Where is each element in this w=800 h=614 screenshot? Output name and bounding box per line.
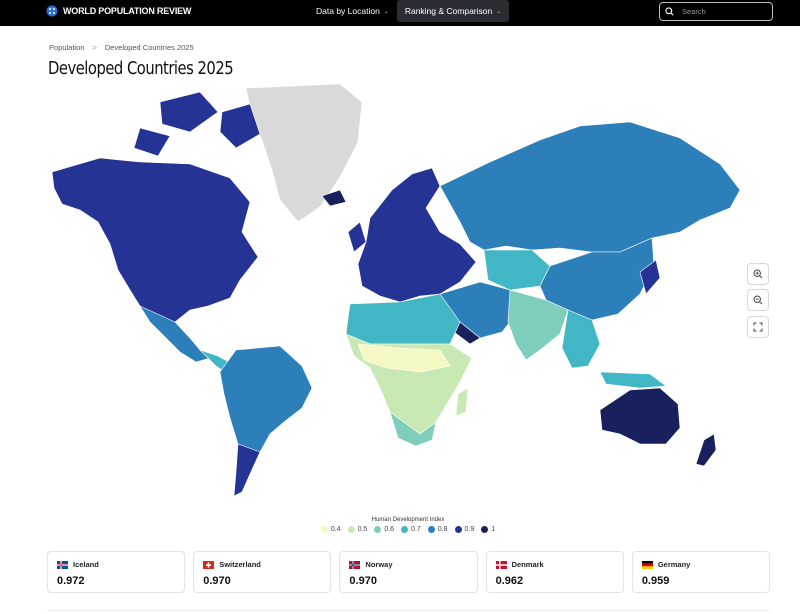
zoom-out-icon: [753, 295, 763, 305]
country-card-norway[interactable]: Norway 0.970: [339, 551, 478, 593]
legend-title: Human Development Index: [371, 517, 445, 523]
country-card-germany[interactable]: Germany 0.959: [631, 551, 771, 593]
legend-label: 0.7: [411, 526, 421, 533]
legend-item: 1: [481, 526, 495, 533]
card-header: Norway: [349, 560, 467, 569]
top-countries-cards: Iceland 0.972 Switzerland 0.970 Norway 0…: [47, 551, 771, 593]
zoom-in-button[interactable]: [747, 263, 769, 285]
legend-item: 0.8: [427, 526, 448, 533]
fullscreen-button[interactable]: [747, 316, 769, 338]
nav-data-by-location[interactable]: Data by Location ⌄: [308, 0, 397, 22]
top-navbar: WORLD POPULATION REVIEW Data by Location…: [0, 0, 800, 26]
region-north-america[interactable]: [51, 157, 259, 323]
legend-swatch: [427, 526, 435, 533]
world-hdi-map[interactable]: [40, 82, 760, 512]
divider: [47, 610, 770, 611]
breadcrumb: Population > Developed Countries 2025: [49, 43, 194, 52]
legend-item: 0.6: [374, 526, 394, 533]
map-legend: Human Development Index 0.4 0.5 0.6 0.7 …: [318, 517, 498, 533]
legend-item: 0.5: [347, 526, 368, 533]
iceland-flag-icon: [57, 560, 68, 569]
region-uk-ireland[interactable]: [347, 221, 367, 253]
country-name: Denmark: [511, 560, 544, 569]
region-mexico[interactable]: [139, 305, 211, 363]
fullscreen-icon: [753, 322, 763, 332]
breadcrumb-current: Developed Countries 2025: [104, 43, 194, 52]
region-southern-cone[interactable]: [233, 443, 261, 497]
legend-label: 0.4: [330, 526, 341, 533]
card-header: Iceland: [57, 560, 175, 569]
region-south-asia[interactable]: [507, 289, 569, 361]
region-australia[interactable]: [599, 387, 681, 445]
legend-item: 0.9: [454, 526, 475, 533]
main-nav: Data by Location ⌄ Ranking & Comparison …: [308, 0, 510, 22]
card-header: Switzerland: [203, 560, 321, 569]
region-china[interactable]: [539, 237, 655, 321]
chevron-down-icon: ⌄: [383, 8, 389, 15]
legend-label: 1: [491, 526, 496, 533]
hdi-value: 0.970: [203, 575, 231, 587]
legend-swatch: [481, 526, 489, 533]
country-card-iceland[interactable]: Iceland 0.972: [47, 551, 186, 593]
region-southern-africa[interactable]: [389, 411, 437, 447]
switzerland-flag-icon: [203, 560, 215, 569]
denmark-flag-icon: [495, 560, 507, 569]
country-card-switzerland[interactable]: Switzerland 0.970: [193, 551, 332, 593]
chevron-down-icon: ⌄: [496, 8, 502, 15]
legend-swatch: [401, 526, 409, 533]
card-header: Germany: [641, 560, 760, 569]
country-name: Norway: [365, 560, 393, 569]
brand-name: WORLD POPULATION REVIEW: [63, 6, 192, 16]
region-japan-korea[interactable]: [639, 259, 661, 295]
nav-label: Ranking & Comparison: [404, 6, 493, 16]
legend-label: 0.5: [357, 526, 368, 533]
search-input[interactable]: [682, 7, 762, 16]
hdi-value: 0.972: [57, 575, 85, 587]
country-name: Iceland: [73, 560, 99, 569]
hdi-value: 0.962: [495, 575, 524, 587]
country-card-denmark[interactable]: Denmark 0.962: [485, 551, 624, 593]
legend-label: 0.9: [464, 526, 475, 533]
legend-item: 0.4: [320, 526, 341, 533]
legend-swatch: [347, 526, 355, 533]
nav-label: Data by Location: [316, 6, 380, 16]
card-header: Denmark: [495, 560, 614, 569]
brand-logo[interactable]: WORLD POPULATION REVIEW: [46, 5, 191, 17]
legend-swatch: [320, 526, 328, 533]
region-new-zealand[interactable]: [695, 433, 717, 467]
country-name: Switzerland: [219, 560, 261, 569]
region-sahel[interactable]: [357, 343, 451, 373]
region-southeast-asia[interactable]: [561, 309, 667, 389]
zoom-in-icon: [753, 269, 763, 279]
region-central-asia[interactable]: [483, 249, 551, 291]
search-icon: [665, 7, 674, 16]
globe-people-icon: [46, 5, 58, 17]
region-arctic-islands[interactable]: [133, 91, 261, 157]
search-box[interactable]: [659, 2, 773, 21]
germany-flag-icon: [641, 560, 653, 569]
norway-flag-icon: [349, 560, 361, 569]
region-madagascar[interactable]: [455, 387, 469, 417]
region-europe[interactable]: [357, 167, 477, 303]
hdi-value: 0.970: [349, 575, 377, 587]
legend-swatch: [374, 526, 382, 533]
region-russia[interactable]: [439, 121, 741, 253]
legend-items: 0.4 0.5 0.6 0.7 0.8 0.9 1: [318, 526, 498, 533]
region-south-america[interactable]: [219, 345, 313, 497]
zoom-out-button[interactable]: [747, 289, 769, 311]
breadcrumb-separator: >: [92, 43, 97, 52]
region-north-africa[interactable]: [345, 293, 461, 345]
breadcrumb-root-link[interactable]: Population: [49, 43, 85, 52]
page-title: Developed Countries 2025: [48, 58, 234, 79]
region-greenland[interactable]: [245, 83, 363, 223]
legend-label: 0.6: [384, 526, 395, 533]
legend-swatch: [454, 526, 462, 533]
nav-ranking-comparison[interactable]: Ranking & Comparison ⌄: [396, 0, 510, 22]
legend-item: 0.7: [401, 526, 421, 533]
country-name: Germany: [657, 560, 691, 569]
legend-label: 0.8: [437, 526, 448, 533]
hdi-value: 0.959: [641, 575, 670, 587]
region-iceland[interactable]: [321, 189, 347, 207]
